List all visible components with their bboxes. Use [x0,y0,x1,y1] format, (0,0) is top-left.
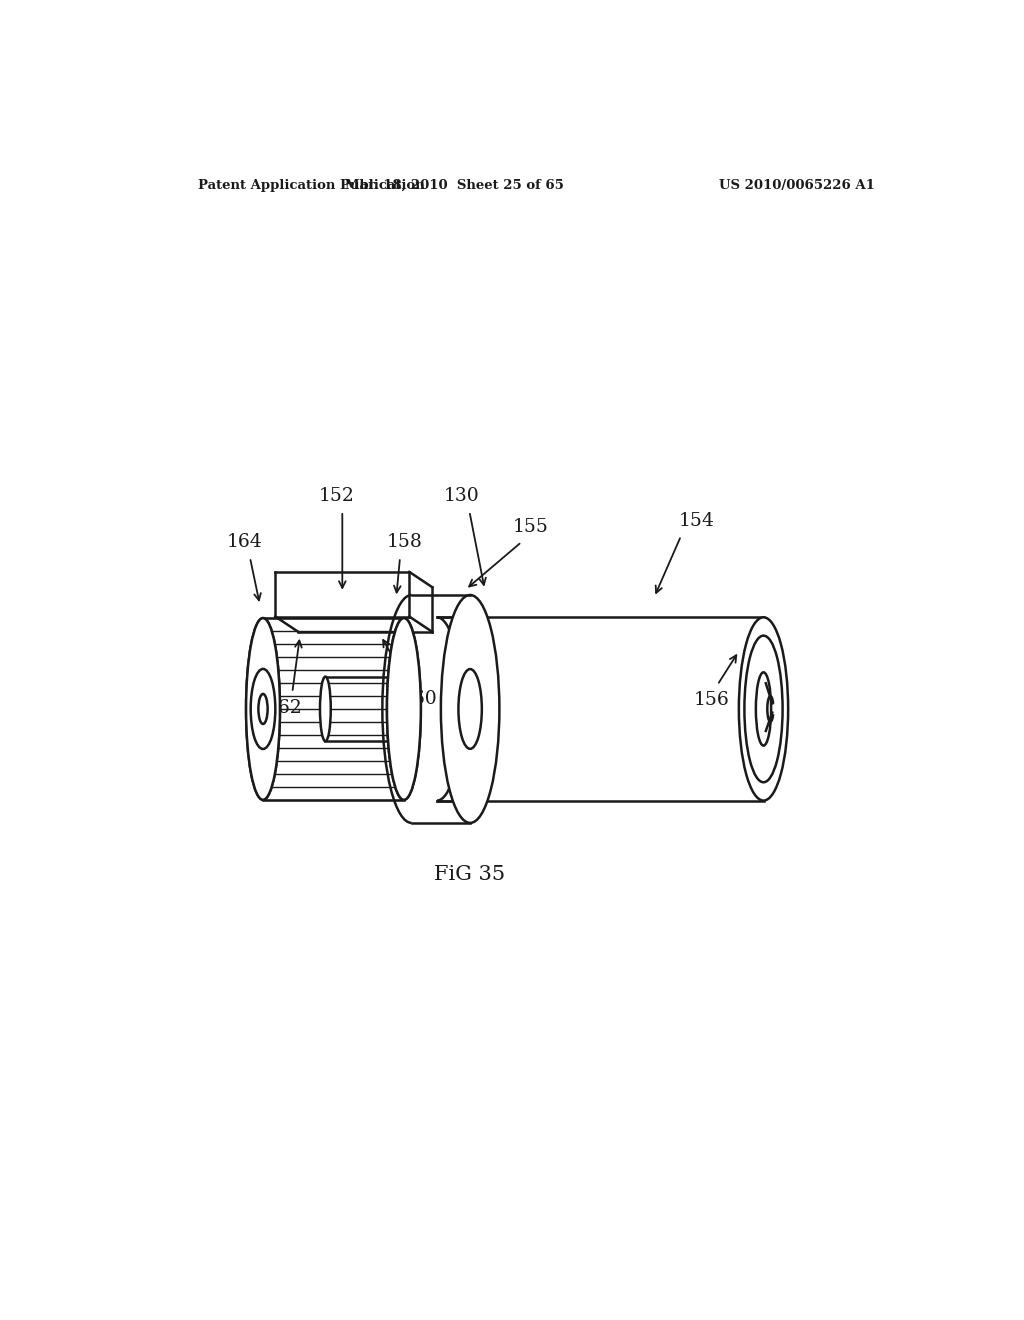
Ellipse shape [387,618,421,800]
Ellipse shape [459,669,482,748]
Text: FiG 35: FiG 35 [434,865,505,884]
Text: 158: 158 [387,533,423,552]
Text: Mar. 18, 2010  Sheet 25 of 65: Mar. 18, 2010 Sheet 25 of 65 [344,178,563,191]
Ellipse shape [251,669,275,748]
Ellipse shape [246,618,280,800]
Text: Patent Application Publication: Patent Application Publication [199,178,425,191]
Text: 164: 164 [226,533,262,552]
Text: 130: 130 [443,487,479,506]
Text: 156: 156 [694,692,730,709]
Ellipse shape [739,618,788,800]
Text: 155: 155 [513,517,549,536]
Text: 154: 154 [679,512,715,529]
Ellipse shape [246,618,280,800]
Ellipse shape [387,618,421,800]
Text: 162: 162 [266,700,302,717]
Text: US 2010/0065226 A1: US 2010/0065226 A1 [719,178,874,191]
Ellipse shape [319,677,331,742]
Ellipse shape [441,595,500,822]
Text: 152: 152 [319,487,355,506]
Text: 160: 160 [401,689,437,708]
